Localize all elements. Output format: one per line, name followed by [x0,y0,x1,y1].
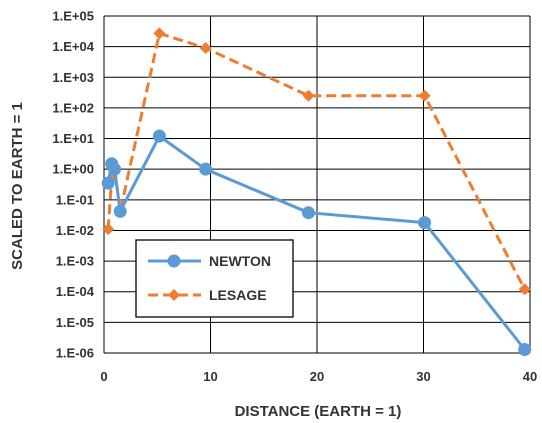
y-tick-label: 1.E+04 [52,39,94,54]
series-layer [101,27,532,357]
data-point-lesage [102,223,115,236]
legend-box [135,239,294,318]
data-point-lesage [199,42,212,55]
legend-marker-newton [167,254,181,268]
data-point-newton [101,176,115,190]
y-tick-label: 1.E+00 [52,162,94,177]
y-tick-label: 1.E-02 [56,223,94,238]
series-newton [101,129,532,357]
x-tick-label: 40 [523,369,537,384]
x-tick-label: 30 [416,369,430,384]
data-point-lesage [418,89,431,102]
x-axis-title: DISTANCE (EARTH = 1) [235,403,402,420]
data-point-newton [518,343,532,357]
y-tick-label: 1.E-05 [56,315,94,330]
data-point-newton [152,129,166,143]
legend-label-newton: NEWTON [209,253,271,269]
y-tick-label: 1.E-01 [56,192,94,207]
data-point-newton [113,204,127,218]
y-axis-title: SCALED TO EARTH = 1 [9,102,26,270]
y-tick-label: 1.E-04 [56,284,95,299]
data-point-newton [199,162,213,176]
data-point-lesage [153,27,166,40]
x-tick-label: 20 [310,369,324,384]
y-tick-label: 1.E+03 [52,70,94,85]
y-tick-label: 1.E+01 [52,131,94,146]
y-tick-label: 1.E-03 [56,254,94,269]
x-tick-label: 10 [203,369,217,384]
data-point-newton [418,216,432,230]
legend-marker-lesage [168,289,180,301]
y-tick-label: 1.E+02 [52,100,94,115]
y-tick-label: 1.E+05 [52,9,94,24]
x-axis-ticks: 0 10 20 30 40 [100,369,537,384]
y-tick-label: 1.E-06 [56,346,94,361]
x-tick-label: 0 [100,369,107,384]
data-point-newton [301,206,315,220]
data-point-newton [108,162,122,176]
data-point-lesage [302,89,315,102]
legend-label-lesage: LESAGE [209,287,267,303]
legend: NEWTON LESAGE [135,239,294,318]
y-axis-ticks: 1.E-06 1.E-05 1.E-04 1.E-03 1.E-02 1.E-01 1.E+… [52,9,94,361]
data-point-lesage [518,283,531,296]
